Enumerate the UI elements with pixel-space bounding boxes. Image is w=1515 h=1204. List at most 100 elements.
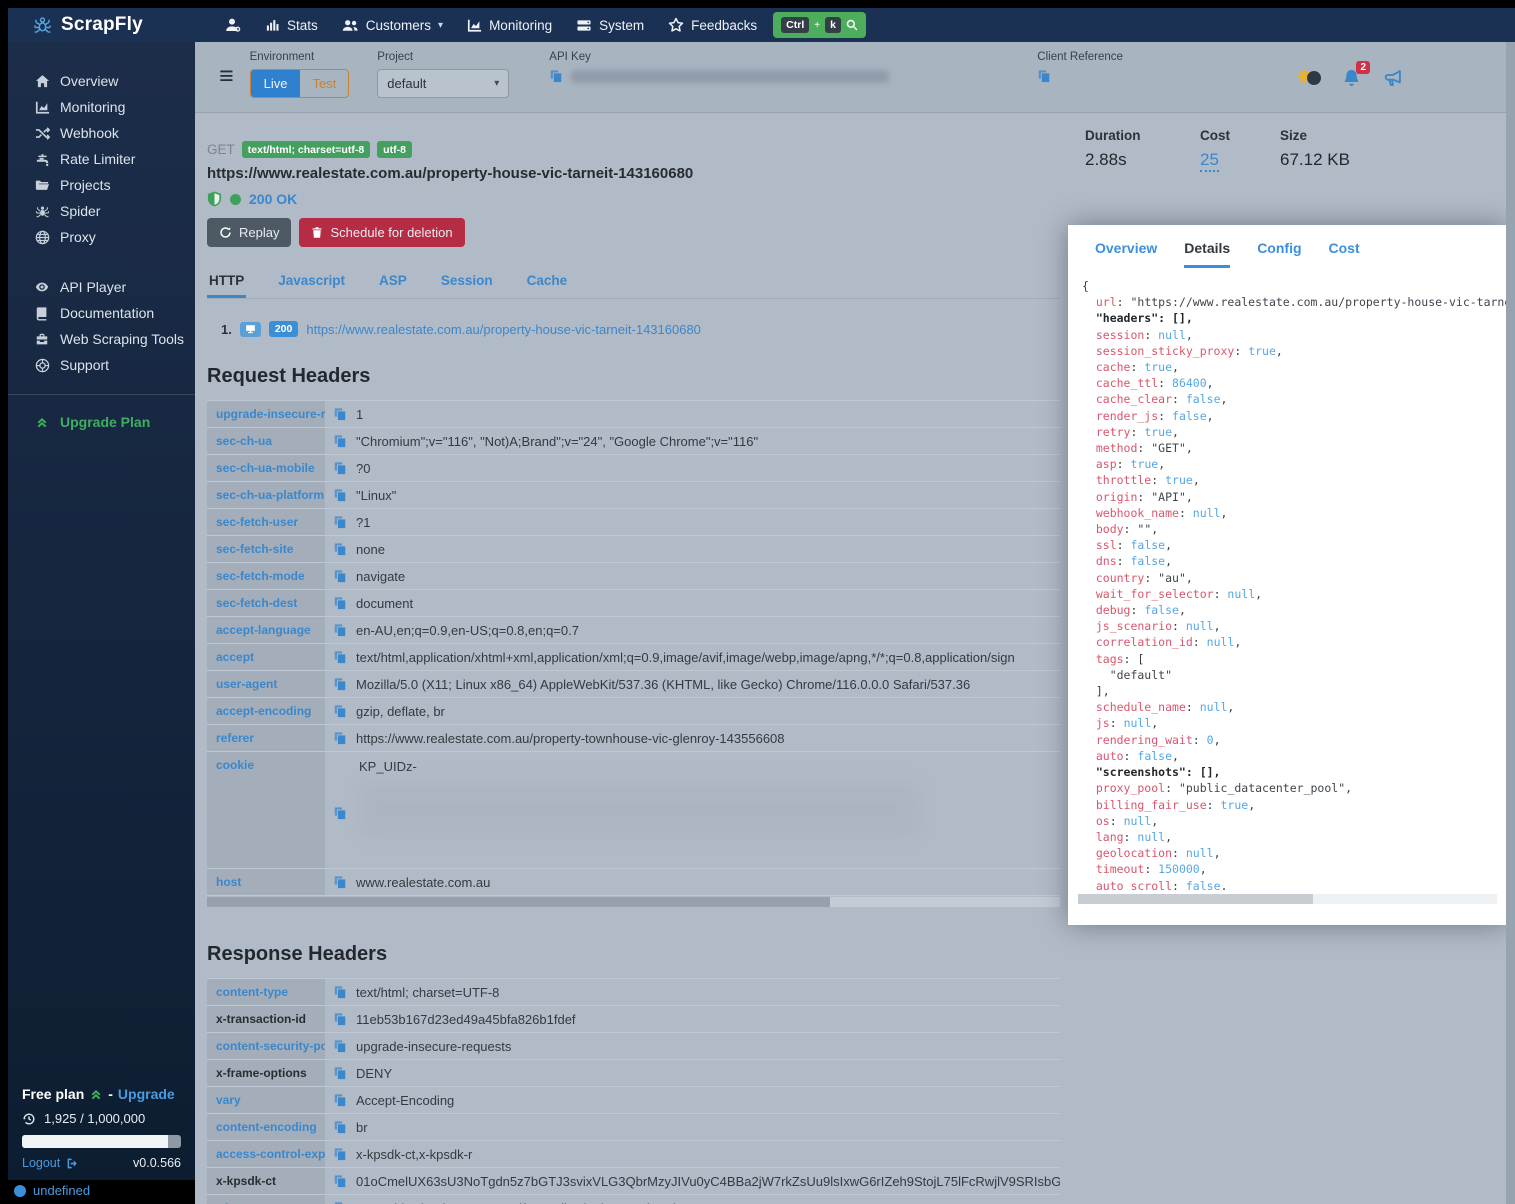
status-code: 200 OK <box>249 191 298 207</box>
header-value-text: text/html; charset=UTF-8 <box>356 984 500 1000</box>
header-row-sec-fetch-site: sec-fetch-site none <box>207 536 1060 563</box>
json-line: country: "au", <box>1082 570 1193 585</box>
sidebar-item-spider[interactable]: Spider <box>8 198 195 224</box>
announcements-megaphone-icon[interactable] <box>1383 68 1403 88</box>
hamburger-menu-icon[interactable]: ≡ <box>219 62 234 90</box>
env-live-button[interactable]: Live <box>250 70 301 97</box>
copy-icon <box>333 1174 347 1188</box>
tab-cache[interactable]: Cache <box>526 273 568 288</box>
schedule-deletion-button[interactable]: Schedule for deletion <box>299 218 465 247</box>
json-line: cache: true, <box>1082 360 1179 375</box>
header-key: accept-encoding <box>207 698 325 724</box>
copy-icon <box>333 677 347 691</box>
notifications-bell[interactable]: 2 <box>1342 61 1370 92</box>
copy-icon <box>333 985 347 999</box>
header-value: "Linux" <box>325 482 1060 508</box>
plan-upgrade-link[interactable]: Upgrade <box>117 1086 175 1102</box>
copy-icon[interactable] <box>549 69 563 83</box>
size-label: Size <box>1280 128 1308 143</box>
tab-asp[interactable]: ASP <box>379 273 407 288</box>
nav-item-feedbacks[interactable]: Feedbacks <box>668 17 757 33</box>
replay-button[interactable]: Replay <box>207 218 292 247</box>
panel-tabs: Overview Details Config Cost <box>1068 225 1507 268</box>
project-select[interactable]: default ▾ <box>377 69 510 98</box>
sidebar-item-projects[interactable]: Projects <box>8 172 195 198</box>
request-url-link[interactable]: https://www.realestate.com.au/property-h… <box>306 321 701 337</box>
table-horizontal-scrollbar[interactable] <box>207 897 1060 907</box>
panel-horizontal-scrollbar[interactable] <box>1078 894 1497 904</box>
tab-http[interactable]: HTTP <box>207 267 247 298</box>
sidebar-item-monitoring[interactable]: Monitoring <box>8 94 195 120</box>
sidebar-item-label: Rate Limiter <box>60 151 136 167</box>
theme-toggle-icon[interactable] <box>1296 68 1321 88</box>
copy-icon <box>333 806 347 820</box>
nav-item-stats[interactable]: Stats <box>265 18 318 33</box>
header-value-text: br <box>356 1119 368 1135</box>
header-key: p3p <box>207 1195 325 1204</box>
sidebar-item-web-scraping-tools[interactable]: Web Scraping Tools <box>8 326 195 352</box>
method-line: GET text/html; charset=utf-8 utf-8 <box>207 141 1060 158</box>
header-key: upgrade-insecure-requests <box>207 401 325 427</box>
request-stats: Duration 2.88s Cost 25 Size 67.12 KB <box>1085 128 1350 172</box>
page-scrollbar[interactable] <box>1506 42 1515 1204</box>
plan-footer: Logout v0.0.566 <box>22 1156 181 1170</box>
copy-icon <box>333 875 347 889</box>
header-value-text: "Chromium";v="116", "Not)A;Brand";v="24"… <box>356 433 759 449</box>
nav-item-system[interactable]: System <box>576 18 644 33</box>
header-key: content-encoding <box>207 1114 325 1140</box>
header-value: en-AU,en;q=0.9,en-US;q=0.8,en;q=0.7 <box>325 617 1060 643</box>
header-value-text: KP_UIDz- <box>359 759 417 774</box>
book-icon <box>34 306 50 321</box>
sidebar-item-label: Support <box>60 357 110 373</box>
request-headers-table: upgrade-insecure-requests 1 sec-ch-ua "C… <box>207 400 1060 896</box>
project-group: Project default ▾ <box>377 42 510 112</box>
request-detail-panel: Overview Details Config Cost { url: "https:… <box>1068 225 1507 925</box>
tab-session[interactable]: Session <box>440 273 493 288</box>
logout-button[interactable]: Logout <box>22 1156 79 1170</box>
copy-icon <box>333 596 347 610</box>
sidebar-item-overview[interactable]: Overview <box>8 68 195 94</box>
global-search-button[interactable]: Ctrl + k <box>773 12 866 38</box>
sidebar-item-label: Web Scraping Tools <box>60 331 184 347</box>
panel-tab-cost[interactable]: Cost <box>1328 240 1360 256</box>
sidebar-item-documentation[interactable]: Documentation <box>8 300 195 326</box>
env-test-button[interactable]: Test <box>312 76 337 91</box>
header-value: gzip, deflate, br <box>325 698 1060 724</box>
header-value-text: document <box>356 595 414 611</box>
sidebar-item-upgrade-plan[interactable]: Upgrade Plan <box>8 409 195 435</box>
navbar-menu: Stats Customers ▾ Monitoring System Feedbacks <box>225 17 757 33</box>
kbd-ctrl: Ctrl <box>781 17 810 33</box>
header-value-text: none <box>356 541 385 557</box>
copy-icon[interactable] <box>1037 69 1051 83</box>
nav-item-monitoring[interactable]: Monitoring <box>467 18 552 33</box>
sidebar-item-support[interactable]: Support <box>8 352 195 378</box>
api-key-group: API Key <box>549 42 890 112</box>
json-line: session_sticky_proxy: true, <box>1082 343 1283 358</box>
nav-item-user[interactable] <box>225 17 241 33</box>
nav-item-customers[interactable]: Customers ▾ <box>342 18 443 33</box>
panel-tab-config[interactable]: Config <box>1257 240 1302 256</box>
header-value: "Chromium";v="116", "Not)A;Brand";v="24"… <box>325 428 1060 454</box>
header-value: text/html; charset=UTF-8 <box>325 979 1060 1005</box>
sidebar-item-webhook[interactable]: Webhook <box>8 120 195 146</box>
header-row-referer: referer https://www.realestate.com.au/pr… <box>207 725 1060 752</box>
tab-javascript[interactable]: Javascript <box>278 273 346 288</box>
sidebar-item-proxy[interactable]: Proxy <box>8 224 195 250</box>
nav-item-label: Stats <box>287 17 318 33</box>
panel-tab-overview[interactable]: Overview <box>1095 240 1158 256</box>
brand-logo[interactable]: ScrapFly <box>8 14 195 36</box>
copy-icon <box>333 488 347 502</box>
header-key: referer <box>207 725 325 751</box>
sidebar-item-api-player[interactable]: API Player <box>8 274 195 300</box>
json-line: "default" <box>1082 667 1173 682</box>
request-headers-title: Request Headers <box>207 365 371 387</box>
chevron-down-icon: ▾ <box>494 78 500 89</box>
header-row-upgrade-insecure-requests: upgrade-insecure-requests 1 <box>207 401 1060 428</box>
cost-value[interactable]: 25 <box>1200 150 1219 172</box>
panel-tab-details[interactable]: Details <box>1184 240 1231 268</box>
json-line: cache_clear: false, <box>1082 392 1228 407</box>
sidebar-item-rate-limiter[interactable]: Rate Limiter <box>8 146 195 172</box>
sidebar-item-label: Overview <box>60 73 119 89</box>
chart-icon <box>467 18 482 33</box>
header-row-sec-fetch-mode: sec-fetch-mode navigate <box>207 563 1060 590</box>
